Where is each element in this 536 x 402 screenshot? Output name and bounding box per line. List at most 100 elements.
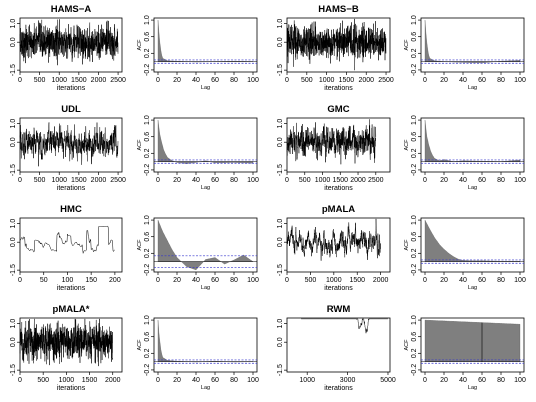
trace-frame xyxy=(286,217,391,273)
y-tick-label: 1.0 xyxy=(144,115,151,125)
y-tick-label: 1.0 xyxy=(10,319,17,329)
trace-line xyxy=(286,218,381,261)
x-tick-label: 100 xyxy=(514,77,526,84)
x-tick-label: 50 xyxy=(40,277,48,284)
acf-frame xyxy=(153,117,258,173)
x-tick-label: 1000 xyxy=(326,277,342,284)
acf-panel-udl: 0 20 40 60 80 100 Lag -0.2 0.2 0.6 1.0 ACF xyxy=(137,115,259,191)
y-tick-label: -0.2 xyxy=(411,164,418,176)
y-tick-label: 1.0 xyxy=(144,215,151,225)
y-tick-label: -1.5 xyxy=(277,264,284,276)
x-tick-label: 0 xyxy=(285,177,289,184)
x-tick-label: 20 xyxy=(173,77,181,84)
x-tick-label: 100 xyxy=(514,177,526,184)
y-tick-label: -0.2 xyxy=(411,364,418,376)
x-axis-label: Lag xyxy=(468,85,477,91)
y-tick-label: 0.0 xyxy=(277,137,284,147)
x-tick-label: 1000 xyxy=(299,377,315,384)
y-axis-label: ACF xyxy=(137,339,143,351)
acf-bars xyxy=(424,120,521,162)
x-tick-label: 80 xyxy=(497,77,505,84)
y-tick-label: 0.2 xyxy=(411,348,418,358)
acf-bars xyxy=(157,220,254,271)
x-tick-label: 3000 xyxy=(340,377,356,384)
y-tick-label: 0.6 xyxy=(411,32,418,42)
acf-frame xyxy=(420,217,525,273)
y-tick-label: 0.2 xyxy=(144,148,151,158)
x-tick-label: 40 xyxy=(192,77,200,84)
x-tick-label: 2500 xyxy=(368,177,384,184)
y-tick-label: -1.5 xyxy=(277,364,284,376)
y-tick-label: -1.5 xyxy=(277,64,284,76)
x-tick-label: 5000 xyxy=(380,377,396,384)
trace-panel-gmc: GMC 0 500 1000 1500 2000 2500 iterations -1.5 0.0… xyxy=(277,104,391,192)
x-axis-label: Lag xyxy=(201,85,210,91)
x-tick-label: 60 xyxy=(211,177,219,184)
x-tick-label: 100 xyxy=(247,177,259,184)
y-tick-label: 1.0 xyxy=(144,315,151,325)
acf-frame xyxy=(420,17,525,73)
x-axis-label: Lag xyxy=(468,185,477,191)
x-tick-label: 60 xyxy=(211,277,219,284)
y-tick-label: -0.2 xyxy=(411,64,418,76)
y-tick-label: -1.5 xyxy=(10,264,17,276)
y-tick-label: 0.2 xyxy=(144,48,151,58)
y-tick-label: 1.0 xyxy=(277,19,284,29)
y-tick-label: 0.2 xyxy=(411,248,418,258)
trace-line xyxy=(286,119,377,165)
x-tick-label: 100 xyxy=(514,377,526,384)
y-tick-label: 1.0 xyxy=(10,219,17,229)
x-tick-label: 1500 xyxy=(71,77,87,84)
x-tick-label: 1000 xyxy=(315,177,331,184)
trace-frame xyxy=(286,317,391,373)
x-tick-label: 40 xyxy=(459,177,467,184)
panel-title: HAMS−B xyxy=(318,4,359,15)
y-tick-label: 0.6 xyxy=(144,32,151,42)
x-tick-label: 20 xyxy=(440,77,448,84)
x-axis-label: iterations xyxy=(57,385,86,392)
y-tick-label: 1.0 xyxy=(10,19,17,29)
x-tick-label: 2500 xyxy=(378,77,394,84)
x-tick-label: 2500 xyxy=(110,177,126,184)
x-tick-label: 60 xyxy=(478,377,486,384)
y-tick-label: 1.0 xyxy=(411,15,418,25)
acf-bars xyxy=(157,320,253,363)
trace-line xyxy=(19,225,115,255)
x-tick-label: 40 xyxy=(192,177,200,184)
trace-line xyxy=(301,318,388,334)
x-tick-label: 0 xyxy=(285,77,289,84)
x-tick-label: 2000 xyxy=(91,77,107,84)
trace-panel-pmala-star: pMALA* 0 500 1000 1500 2000 iterations -1.5 0.0 1… xyxy=(10,304,123,392)
x-tick-label: 500 xyxy=(305,277,317,284)
x-tick-label: 60 xyxy=(211,77,219,84)
x-tick-label: 1000 xyxy=(51,177,67,184)
x-tick-label: 0 xyxy=(156,277,160,284)
y-tick-label: -1.5 xyxy=(277,164,284,176)
x-tick-label: 40 xyxy=(459,77,467,84)
y-tick-label: 0.0 xyxy=(277,37,284,47)
acf-panel-rwm: 0 20 40 60 80 100 Lag -0.2 0.2 0.6 1.0 ACF xyxy=(404,315,526,391)
y-axis-label: ACF xyxy=(137,239,143,251)
x-tick-label: 40 xyxy=(459,377,467,384)
y-tick-label: 0.6 xyxy=(411,332,418,342)
x-tick-label: 20 xyxy=(440,277,448,284)
x-tick-label: 0 xyxy=(423,277,427,284)
y-tick-label: 0.0 xyxy=(10,237,17,247)
y-axis-label: ACF xyxy=(404,139,410,151)
x-tick-label: 40 xyxy=(192,377,200,384)
y-tick-label: 1.0 xyxy=(411,315,418,325)
y-tick-label: -0.2 xyxy=(144,264,151,276)
x-tick-label: 80 xyxy=(230,77,238,84)
y-tick-label: -0.2 xyxy=(144,164,151,176)
x-tick-label: 80 xyxy=(497,177,505,184)
x-tick-label: 20 xyxy=(173,277,181,284)
y-axis-label: ACF xyxy=(404,239,410,251)
x-tick-label: 100 xyxy=(247,77,259,84)
x-axis-label: iterations xyxy=(57,285,86,292)
x-tick-label: 0 xyxy=(156,177,160,184)
x-tick-label: 2000 xyxy=(91,177,107,184)
panel-title: HAMS−A xyxy=(51,4,92,15)
x-tick-label: 60 xyxy=(478,277,486,284)
trace-line xyxy=(286,18,387,71)
